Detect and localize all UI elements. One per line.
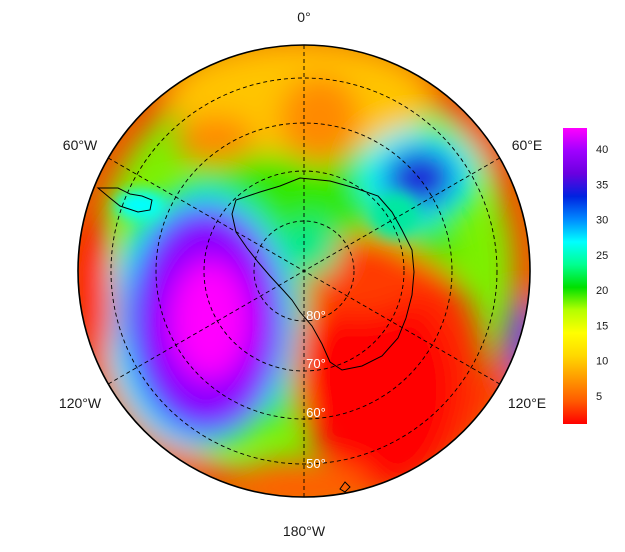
colorbar-tick-label: 5: [596, 391, 602, 403]
antarctica-coastline: [231, 177, 415, 371]
colorbar-tick-label: 20: [596, 285, 608, 297]
lat-label-80: 80°: [306, 308, 326, 323]
lon-label-60e: 60°E: [512, 137, 543, 153]
graticule: [108, 45, 500, 497]
lat-label-60: 60°: [306, 405, 326, 420]
colorbar-tick-label: 30: [596, 215, 608, 227]
heat-field: [78, 45, 530, 497]
lon-label-120e: 120°E: [508, 395, 546, 411]
graticule-lat-50: [110, 77, 498, 465]
map-border: [77, 44, 531, 498]
colorbar-tick-label: 10: [596, 356, 608, 368]
colorbar-tick-label: 15: [596, 320, 608, 332]
new-zealand-outline: [339, 481, 351, 493]
colorbar-tick-label: 40: [596, 144, 608, 156]
colorbar-tick-label: 25: [596, 250, 608, 262]
lat-label-50: 50°: [306, 456, 326, 471]
lon-label-60w: 60°W: [63, 137, 98, 153]
coastlines: [96, 177, 415, 493]
colorbar: 5 10 15 20 25 30 35 40: [563, 128, 608, 424]
colorbar-ticks: 5 10 15 20 25 30 35 40: [596, 144, 608, 403]
lon-label-180w: 180°W: [283, 523, 326, 539]
colorbar-bar: [563, 128, 587, 424]
lon-label-0: 0°: [297, 9, 310, 25]
meridian-60e-120w: [108, 157, 500, 385]
lon-label-120w: 120°W: [59, 395, 102, 411]
south-america-tip: [96, 187, 153, 213]
lat-label-70: 70°: [306, 356, 326, 371]
colorbar-tick-label: 35: [596, 179, 608, 191]
